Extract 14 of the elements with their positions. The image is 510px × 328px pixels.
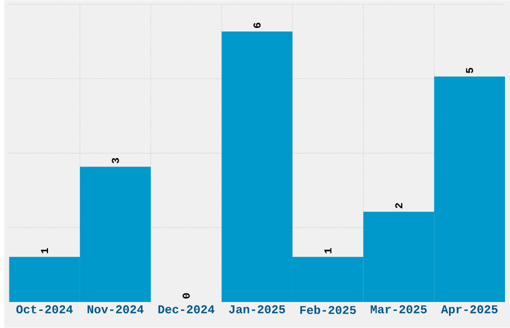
data-label: 5	[466, 68, 474, 74]
data-label: 0	[182, 293, 190, 299]
x-tick-label: Nov-2024	[88, 305, 144, 314]
data-label: 2	[395, 203, 402, 208]
data-label: 1	[324, 248, 332, 254]
data-label: 6	[253, 22, 261, 28]
x-tick-label: Jan-2025	[229, 305, 286, 314]
data-label: 1	[41, 248, 48, 254]
x-tick-label: Oct-2024	[16, 305, 73, 314]
x-tick-label: Mar-2025	[370, 305, 427, 314]
x-tick-label: Feb-2025	[300, 305, 356, 314]
x-tick-label: Apr-2025	[441, 305, 498, 316]
x-tick-label: Dec-2024	[158, 305, 214, 314]
data-label: 3	[112, 158, 119, 164]
